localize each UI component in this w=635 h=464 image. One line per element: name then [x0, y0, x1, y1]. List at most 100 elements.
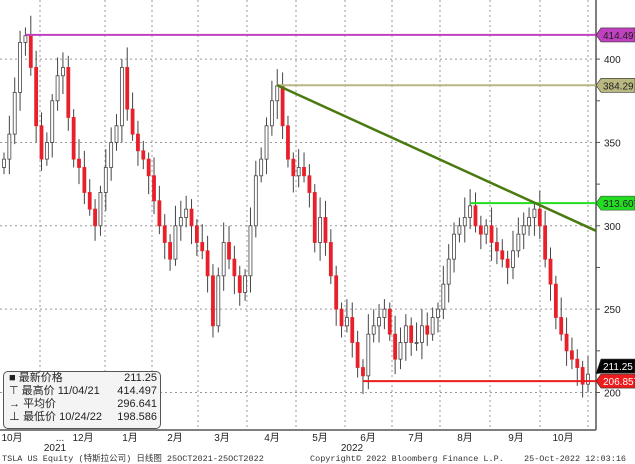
legend: ■ 最新价格 211.25 ⊤ 最高价 11/04/21 414.497 → 平均价…: [3, 371, 161, 429]
candle-body: [403, 325, 408, 343]
level-tag: 313.607: [603, 199, 635, 210]
candle-body: [516, 233, 521, 252]
candle-body: [350, 317, 355, 343]
year-label: 2021: [44, 443, 67, 454]
x-tick-label: 8月: [457, 432, 473, 444]
candle-body: [296, 167, 301, 177]
last-price-tag: 211.25: [603, 362, 633, 373]
candle-body: [237, 275, 242, 293]
candle-body: [318, 217, 323, 243]
x-tick-label: 3月: [214, 432, 230, 444]
legend-last: ■ 最新价格 211.25: [9, 372, 157, 384]
candle-body: [2, 158, 6, 168]
year-label: 2022: [341, 443, 364, 454]
candle-body: [409, 325, 414, 343]
legend-name: 最高价: [21, 385, 55, 397]
candle-body: [436, 308, 440, 318]
x-tick-label: 12月: [72, 432, 93, 444]
x-tick-label: 7月: [408, 432, 424, 444]
candle-body: [162, 225, 167, 243]
candle-body: [200, 242, 205, 252]
candle-body: [50, 100, 55, 143]
level-tag: 414.497: [603, 31, 635, 42]
level-tag-bg: [595, 195, 635, 211]
candle-body: [328, 242, 333, 277]
candle-body: [425, 325, 430, 335]
candle-body: [82, 167, 87, 193]
candle-body: [227, 242, 231, 260]
candle-body: [211, 275, 215, 327]
candle-body: [377, 317, 381, 327]
candle-body: [168, 242, 172, 260]
level-tag-bg: [595, 77, 635, 93]
candle-body: [387, 308, 392, 335]
candle-body: [28, 35, 33, 68]
candle-body: [393, 333, 398, 360]
candle-body: [473, 205, 478, 227]
candle-body: [18, 42, 22, 93]
legend-avg: → 平均价 296.641: [9, 398, 157, 410]
x-tick-label: 2月: [167, 432, 183, 444]
legend-low: ⊥ 最低价 10/24/22 198.586: [9, 411, 157, 423]
x-tick-label: 4月: [264, 432, 280, 444]
candle-body: [93, 208, 97, 227]
candle-body: [286, 125, 290, 160]
legend-date: 10/24/22: [59, 411, 102, 423]
candle-body: [468, 205, 473, 218]
candle-body: [371, 325, 376, 335]
candle-body: [334, 275, 339, 310]
candle-body: [152, 175, 156, 202]
candle-body: [87, 192, 92, 210]
legend-name: 最低价: [23, 411, 57, 423]
candle-body: [44, 142, 49, 160]
candle-body: [77, 158, 81, 168]
footer-copyright: Copyright© 2022 Bloomberg Finance L.P.: [310, 454, 504, 464]
candle-body: [98, 192, 103, 227]
candle-body: [580, 367, 585, 385]
candle-body: [564, 333, 569, 352]
candle-body: [109, 142, 114, 168]
candle-body: [141, 150, 146, 160]
candle-body: [189, 208, 194, 227]
candle-body: [114, 125, 119, 143]
candle-body: [457, 225, 462, 235]
candle-body: [253, 175, 258, 227]
candle-body: [414, 342, 419, 344]
candle-body: [12, 92, 17, 135]
candle-body: [452, 233, 456, 260]
x-tick-label: 1月: [122, 432, 138, 444]
candle-body: [382, 308, 387, 318]
candle-body: [521, 225, 526, 235]
candle-body: [339, 308, 344, 327]
candle-body: [586, 373, 590, 385]
candle-body: [184, 208, 189, 218]
y-tick-label: 350: [604, 138, 621, 149]
candle-body: [553, 283, 558, 318]
candle-body: [146, 158, 151, 177]
y-tick-label: 250: [604, 305, 621, 316]
candle-body: [559, 317, 564, 335]
candle-body: [500, 250, 505, 260]
candle-body: [355, 342, 360, 368]
candle-body: [484, 225, 489, 235]
candle-body: [34, 67, 39, 127]
legend-value: 198.586: [117, 411, 157, 423]
y-tick-label: 400: [604, 55, 621, 66]
x-tick-label: ...: [56, 433, 64, 444]
y-tick-label: 200: [604, 389, 621, 400]
candle-body: [280, 85, 285, 127]
level-tag: 206.857: [603, 377, 635, 388]
candle-body: [446, 258, 451, 285]
candle-body: [216, 275, 221, 327]
candle-body: [478, 225, 483, 235]
candle-body: [157, 200, 162, 227]
candle-body: [291, 158, 296, 177]
candle-body: [505, 258, 510, 268]
legend-value: 211.25: [124, 372, 157, 384]
legend-high: ⊤ 最高价 11/04/21 414.497: [9, 385, 157, 397]
candle-body: [570, 350, 574, 360]
level-tag: 384.29: [603, 81, 634, 92]
candle-body: [7, 133, 12, 160]
candle-body: [173, 225, 178, 260]
